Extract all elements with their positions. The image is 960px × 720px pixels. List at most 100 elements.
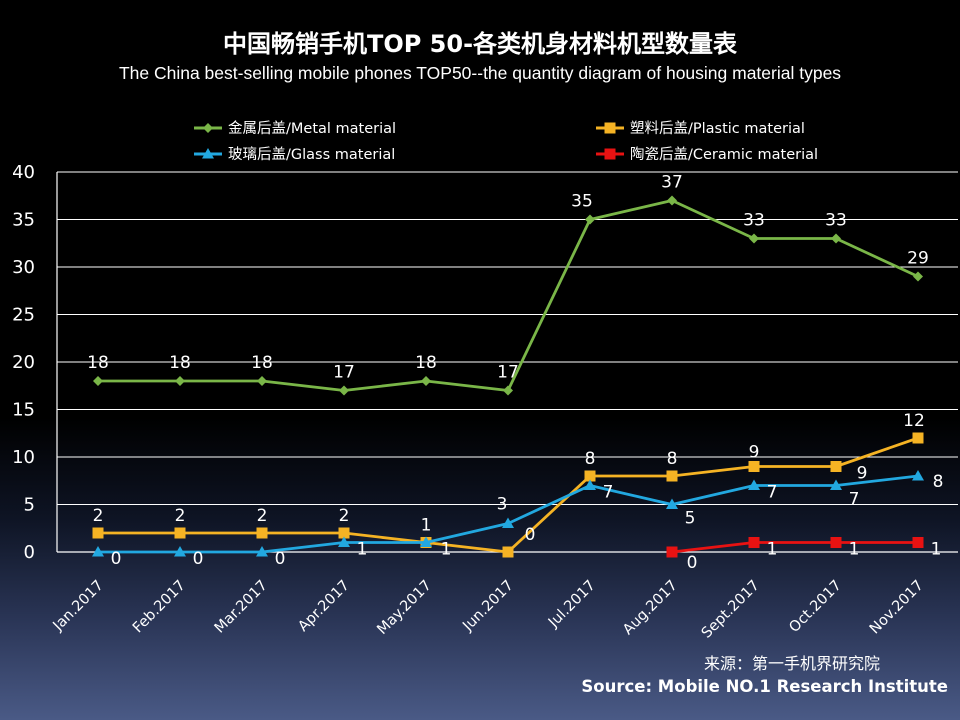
data-label: 17 bbox=[333, 363, 355, 383]
legend-marker bbox=[202, 148, 214, 159]
data-point bbox=[830, 537, 842, 548]
y-tick-label: 30 bbox=[12, 257, 35, 278]
data-point bbox=[749, 233, 759, 244]
data-label: 0 bbox=[687, 553, 698, 573]
data-point bbox=[256, 546, 268, 557]
data-label: 1 bbox=[441, 540, 452, 560]
data-label: 33 bbox=[825, 211, 847, 231]
data-label: 1 bbox=[849, 540, 860, 560]
data-label: 18 bbox=[415, 353, 437, 373]
legend-marker bbox=[604, 148, 616, 160]
y-tick-label: 15 bbox=[12, 400, 35, 421]
data-point bbox=[338, 536, 350, 547]
chart-title: 中国畅销手机TOP 50-各类机身材料机型数量表 bbox=[223, 30, 738, 58]
data-point bbox=[667, 195, 677, 206]
data-point bbox=[256, 527, 268, 539]
data-label: 17 bbox=[497, 363, 519, 383]
data-label: 0 bbox=[525, 525, 536, 545]
y-tick-label: 35 bbox=[12, 210, 35, 231]
data-label: 7 bbox=[603, 483, 614, 503]
data-point bbox=[92, 527, 104, 539]
x-tick-label: Nov.2017 bbox=[867, 578, 927, 638]
data-label: 2 bbox=[175, 506, 186, 526]
data-point bbox=[502, 546, 514, 558]
data-point bbox=[502, 517, 514, 528]
x-tick-label: Oct.2017 bbox=[786, 578, 844, 636]
data-point bbox=[174, 546, 186, 557]
data-label: 1 bbox=[357, 540, 368, 560]
legend-label: 金属后盖/Metal material bbox=[228, 120, 396, 137]
data-label: 18 bbox=[87, 353, 109, 373]
data-point bbox=[912, 470, 924, 481]
data-point bbox=[912, 537, 924, 548]
data-point bbox=[666, 470, 678, 482]
y-tick-label: 40 bbox=[12, 162, 35, 183]
data-label: 29 bbox=[907, 249, 929, 269]
data-label: 37 bbox=[661, 173, 683, 193]
data-label: 18 bbox=[169, 353, 191, 373]
data-label: 35 bbox=[571, 192, 593, 212]
chart-subtitle: The China best-selling mobile phones TOP… bbox=[119, 63, 841, 83]
data-point bbox=[257, 376, 267, 386]
data-point bbox=[666, 498, 678, 509]
legend-label: 玻璃后盖/Glass material bbox=[228, 146, 395, 163]
data-point bbox=[339, 385, 349, 396]
data-point bbox=[584, 479, 596, 490]
x-tick-label: Sept.2017 bbox=[699, 578, 763, 642]
y-axis-ticks: 0 5 10 15 20 25 30 35 40 bbox=[12, 162, 35, 563]
x-tick-label: Feb.2017 bbox=[130, 578, 189, 637]
data-point bbox=[93, 376, 103, 386]
x-axis-ticks: Jan.2017 Feb.2017 Mar.2017 Apr.2017 May.2017… bbox=[50, 578, 927, 642]
data-label: 18 bbox=[251, 353, 273, 373]
data-label: 0 bbox=[275, 549, 286, 569]
data-point bbox=[830, 461, 842, 472]
data-label: 8 bbox=[585, 449, 596, 469]
data-point bbox=[748, 461, 760, 472]
x-tick-label: Mar.2017 bbox=[212, 578, 271, 637]
y-tick-label: 20 bbox=[12, 352, 35, 373]
data-label: 9 bbox=[857, 464, 868, 484]
data-label: 5 bbox=[685, 509, 696, 529]
data-point bbox=[585, 214, 595, 225]
x-tick-label: Aug.2017 bbox=[620, 578, 681, 639]
data-label: 0 bbox=[193, 549, 204, 569]
legend-marker bbox=[203, 123, 213, 133]
data-label: 8 bbox=[667, 449, 678, 469]
data-point bbox=[584, 470, 596, 482]
legend-label: 塑料后盖/Plastic material bbox=[630, 120, 805, 137]
series-line bbox=[98, 474, 919, 554]
series-layer bbox=[92, 195, 924, 558]
data-label: 3 bbox=[497, 495, 508, 515]
source-cn: 来源：第一手机界研究院 bbox=[704, 654, 880, 673]
source-en: Source: Mobile NO.1 Research Institute bbox=[581, 677, 948, 696]
data-point bbox=[831, 233, 841, 244]
x-tick-label: Apr.2017 bbox=[295, 578, 352, 635]
series-line bbox=[98, 436, 919, 554]
data-point bbox=[503, 385, 513, 396]
x-tick-label: May.2017 bbox=[374, 578, 434, 638]
data-point bbox=[421, 376, 431, 386]
legend-marker bbox=[604, 122, 616, 134]
data-point bbox=[174, 527, 186, 539]
x-tick-label: Jan.2017 bbox=[50, 578, 107, 635]
data-label: 9 bbox=[749, 443, 760, 463]
data-point bbox=[912, 432, 924, 444]
data-label: 33 bbox=[743, 211, 765, 231]
data-point bbox=[175, 376, 185, 386]
data-point bbox=[913, 271, 923, 282]
data-label: 8 bbox=[933, 472, 944, 492]
data-point bbox=[748, 537, 760, 548]
y-tick-label: 5 bbox=[24, 495, 35, 516]
x-tick-label: Jul.2017 bbox=[545, 578, 599, 632]
data-label: 1 bbox=[421, 516, 432, 536]
data-point bbox=[338, 527, 350, 539]
data-point bbox=[666, 546, 678, 558]
legend: 金属后盖/Metal material 塑料后盖/Plastic material… bbox=[194, 120, 818, 163]
data-point bbox=[92, 546, 104, 557]
data-label: 0 bbox=[111, 549, 122, 569]
data-label: 2 bbox=[257, 506, 268, 526]
y-tick-label: 10 bbox=[12, 447, 35, 468]
data-label: 1 bbox=[767, 540, 778, 560]
